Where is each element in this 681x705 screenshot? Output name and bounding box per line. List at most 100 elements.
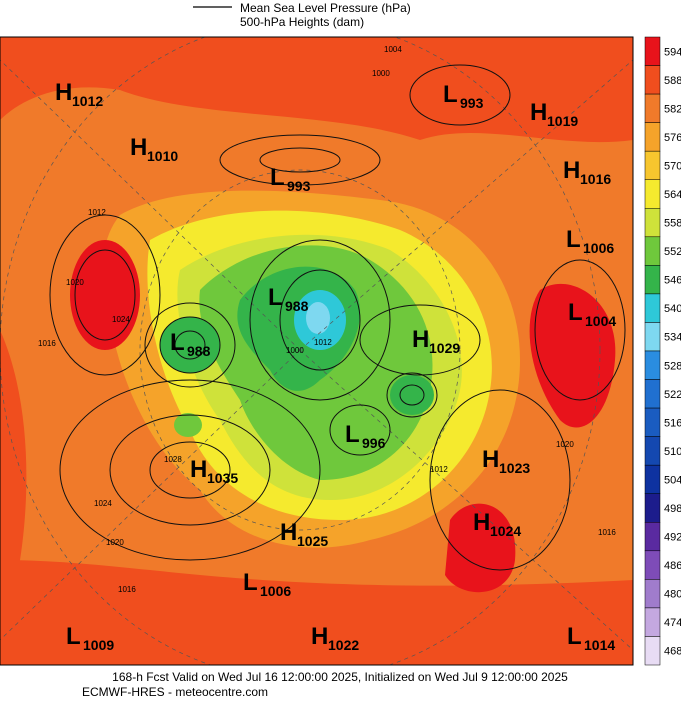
colorbar-swatch bbox=[644, 36, 661, 66]
colorbar-swatch bbox=[644, 65, 661, 95]
center-pressure: 1023 bbox=[499, 460, 530, 476]
colorbar-label: 486 bbox=[664, 560, 681, 572]
colorbar-label: 516 bbox=[664, 417, 681, 429]
center-letter: L bbox=[345, 421, 360, 448]
colorbar-swatch bbox=[644, 208, 661, 238]
center-pressure: 988 bbox=[187, 343, 211, 359]
center-letter: L bbox=[270, 164, 285, 191]
colorbar-swatch bbox=[644, 493, 661, 523]
colorbar-label: 492 bbox=[664, 532, 681, 544]
center-letter: H bbox=[190, 456, 207, 483]
colorbar-label: 582 bbox=[664, 103, 681, 115]
colorbar-label: 588 bbox=[664, 75, 681, 87]
colorbar-label: 552 bbox=[664, 246, 681, 258]
colorbar-swatch bbox=[644, 436, 661, 466]
isobar-label: 1012 bbox=[314, 338, 332, 347]
isobar-label: 1016 bbox=[598, 528, 616, 537]
center-pressure: 1016 bbox=[580, 171, 611, 187]
isobar-label: 1000 bbox=[286, 346, 304, 355]
colorbar-label: 558 bbox=[664, 218, 681, 230]
map-field bbox=[0, 37, 633, 665]
isobar-label: 1020 bbox=[66, 278, 84, 287]
colorbar-label: 504 bbox=[664, 474, 681, 486]
center-letter: L bbox=[568, 299, 583, 326]
legend-item: Mean Sea Level Pressure (hPa) bbox=[240, 1, 411, 15]
colorbar-label: 570 bbox=[664, 160, 681, 172]
colorbar-swatch bbox=[644, 293, 661, 323]
colorbar-label: 468 bbox=[664, 646, 681, 658]
colorbar-label: 522 bbox=[664, 389, 681, 401]
footer-text: 168-h Fcst Valid on Wed Jul 16 12:00:00 … bbox=[112, 670, 568, 684]
center-pressure: 1019 bbox=[547, 113, 578, 129]
colorbar-label: 480 bbox=[664, 589, 681, 601]
colorbar-swatch bbox=[644, 179, 661, 209]
center-pressure: 1029 bbox=[429, 340, 460, 356]
isobar-label: 1024 bbox=[94, 499, 112, 508]
legend-item: 500-hPa Heights (dam) bbox=[240, 15, 364, 29]
isobar-label: 1004 bbox=[384, 45, 402, 54]
isobar-label: 1028 bbox=[164, 455, 182, 464]
center-pressure: 1024 bbox=[490, 523, 521, 539]
isobar-label: 1012 bbox=[430, 465, 448, 474]
colorbar-label: 594 bbox=[664, 46, 681, 58]
center-letter: H bbox=[280, 519, 297, 546]
center-pressure: 1004 bbox=[585, 313, 616, 329]
center-letter: H bbox=[530, 99, 547, 126]
colorbar-swatch bbox=[644, 379, 661, 409]
isobar-label: 1020 bbox=[106, 538, 124, 547]
colorbar-swatch bbox=[644, 122, 661, 152]
isobar-label: 1012 bbox=[88, 208, 106, 217]
center-pressure: 1009 bbox=[83, 637, 114, 653]
center-letter: H bbox=[412, 326, 429, 353]
colorbar-swatch bbox=[644, 407, 661, 437]
colorbar-label: 510 bbox=[664, 446, 681, 458]
center-pressure: 1010 bbox=[147, 148, 178, 164]
isobar-label: 1016 bbox=[118, 585, 136, 594]
colorbar-swatch bbox=[644, 522, 661, 552]
colorbar-swatch bbox=[644, 550, 661, 580]
center-letter: L bbox=[443, 81, 458, 108]
center-letter: H bbox=[473, 509, 490, 536]
colorbar-swatch bbox=[644, 350, 661, 380]
center-letter: L bbox=[567, 623, 582, 650]
center-pressure: 993 bbox=[460, 95, 484, 111]
isobar-labels: 1004 1000 1012 1020 1024 1016 1000 1012 1028 1024… bbox=[38, 45, 616, 594]
center-letter: L bbox=[243, 569, 258, 596]
colorbar-swatch bbox=[644, 579, 661, 609]
isobar-label: 1016 bbox=[38, 339, 56, 348]
colorbar-swatch bbox=[644, 464, 661, 494]
center-pressure: 1006 bbox=[583, 240, 614, 256]
colorbar-label: 540 bbox=[664, 303, 681, 315]
map-frame bbox=[0, 36, 634, 666]
center-letter: H bbox=[311, 623, 328, 650]
center-letter: L bbox=[170, 329, 185, 356]
colorbar-label: 534 bbox=[664, 332, 681, 344]
colorbar-swatch bbox=[644, 93, 661, 123]
colorbar-label: 528 bbox=[664, 360, 681, 372]
center-letter: H bbox=[482, 446, 499, 473]
colorbar-swatch bbox=[644, 150, 661, 180]
colorbar-swatch bbox=[644, 265, 661, 295]
center-pressure: 1012 bbox=[72, 93, 103, 109]
colorbar-label: 576 bbox=[664, 132, 681, 144]
center-letter: H bbox=[55, 79, 72, 106]
center-pressure: 996 bbox=[362, 435, 386, 451]
center-pressure: 988 bbox=[285, 298, 309, 314]
colorbar-swatch bbox=[644, 322, 661, 352]
center-letter: L bbox=[566, 226, 581, 253]
center-pressure: 1006 bbox=[260, 583, 291, 599]
center-pressure: 1025 bbox=[297, 533, 328, 549]
colorbar-swatch bbox=[644, 636, 661, 666]
colorbar-swatch bbox=[644, 607, 661, 637]
colorbar-label: 474 bbox=[664, 617, 681, 629]
center-letter: L bbox=[66, 623, 81, 650]
center-pressure: 1035 bbox=[207, 470, 238, 486]
colorbar-label: 564 bbox=[664, 189, 681, 201]
center-letter: H bbox=[563, 157, 580, 184]
center-pressure: 1022 bbox=[328, 637, 359, 653]
center-pressure: 1014 bbox=[584, 637, 615, 653]
center-pressure: 993 bbox=[287, 178, 311, 194]
